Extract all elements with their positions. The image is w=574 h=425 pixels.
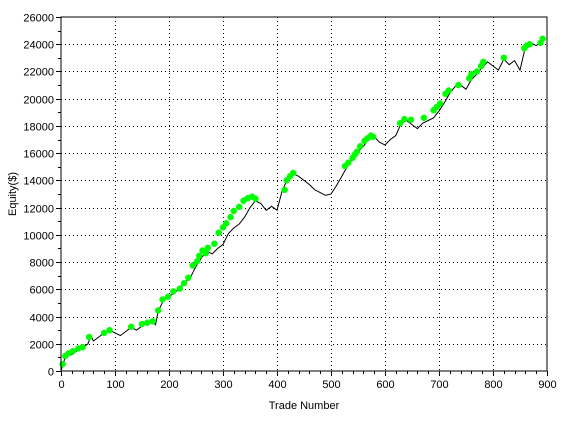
equity-high-marker [180, 279, 188, 287]
x-tick-label: 900 [538, 379, 556, 391]
equity-high-marker [500, 54, 508, 62]
equity-high-marker [436, 100, 444, 107]
equity-high-marker [401, 115, 408, 123]
x-tick-label: 700 [430, 379, 448, 391]
equity-high-marker [189, 262, 197, 269]
y-tick-label: 4000 [30, 313, 54, 325]
x-tick-label: 300 [214, 379, 232, 391]
x-tick-label: 600 [376, 379, 394, 391]
y-tick-label: 24000 [23, 40, 54, 52]
x-tick-label: 200 [160, 379, 178, 391]
equity-high-marker [204, 244, 212, 252]
equity-high-marker [281, 186, 288, 194]
x-tick-label: 0 [58, 379, 64, 391]
equity-high-marker [473, 68, 481, 75]
equity-high-marker [211, 240, 218, 247]
equity-high-marker [127, 323, 135, 331]
equity-high-marker [100, 329, 108, 337]
equity-high-marker [106, 326, 113, 334]
equity-high-marker [144, 319, 151, 326]
y-tick-label: 20000 [23, 95, 54, 107]
x-tick-label: 800 [484, 379, 502, 391]
plot-area-frame [60, 16, 548, 372]
y-tick-label: 22000 [23, 67, 54, 79]
y-tick-label: 8000 [30, 258, 54, 270]
equity-high-marker [230, 207, 238, 215]
equity-high-marker [369, 133, 377, 141]
equity-high-marker [195, 252, 203, 260]
equity-high-marker [202, 249, 209, 257]
equity-high-marker [420, 114, 428, 122]
equity-high-marker [396, 119, 404, 127]
equity-high-marker [176, 285, 184, 292]
equity-high-marker [235, 203, 243, 211]
equity-high-marker [407, 116, 415, 124]
equity-high-marker [138, 320, 146, 328]
y-tick-label: 26000 [23, 13, 54, 25]
equity-high-marker [79, 343, 86, 351]
equity-high-marker [480, 58, 487, 66]
y-tick-label: 10000 [23, 231, 54, 243]
equity-high-marker [526, 40, 533, 48]
equity-high-marker [193, 258, 201, 265]
equity-high-marker [222, 220, 230, 227]
y-tick-label: 16000 [23, 149, 54, 161]
equity-high-marker [85, 333, 93, 341]
equity-high-marker [154, 307, 162, 314]
equity-high-marker [227, 213, 234, 221]
equity-high-marker [455, 81, 462, 89]
y-tick-label: 12000 [23, 204, 54, 216]
equity-high-marker [215, 229, 222, 237]
y-tick-label: 18000 [23, 122, 54, 134]
x-tick-label: 500 [322, 379, 340, 391]
x-axis-label: Trade Number [269, 400, 340, 412]
y-tick-label: 14000 [23, 176, 54, 188]
equity-high-marker [170, 288, 177, 295]
equity-line [60, 38, 545, 372]
y-tick-label: 0 [48, 367, 54, 379]
x-tick-label: 400 [268, 379, 286, 391]
y-axis-label: Equity($) [7, 172, 19, 216]
equity-high-marker [539, 35, 546, 43]
equity-high-marker [159, 296, 166, 303]
series-layer [60, 38, 545, 372]
equity-high-marker [345, 159, 352, 166]
equity-high-marker [353, 148, 361, 156]
equity-high-marker [69, 348, 77, 355]
equity-high-marker [445, 87, 452, 94]
y-tick-label: 2000 [30, 340, 54, 352]
x-tick-label: 100 [106, 379, 124, 391]
equity-high-marker [468, 70, 475, 78]
y-tick-label: 6000 [30, 285, 54, 297]
equity-high-marker [356, 143, 364, 150]
equity-high-marker [149, 318, 157, 325]
equity-high-marker [289, 169, 297, 177]
equity-high-marker [164, 293, 172, 301]
y-axis-ticks: 0 2000 4000 6000 8000 10000 12000 14000 16000 180… [23, 13, 61, 379]
equity-high-marker [185, 274, 192, 281]
equity-high-marker [252, 195, 259, 203]
x-axis-ticks: 0 100 200 300 400 500 600 700 800 900 [58, 371, 557, 391]
